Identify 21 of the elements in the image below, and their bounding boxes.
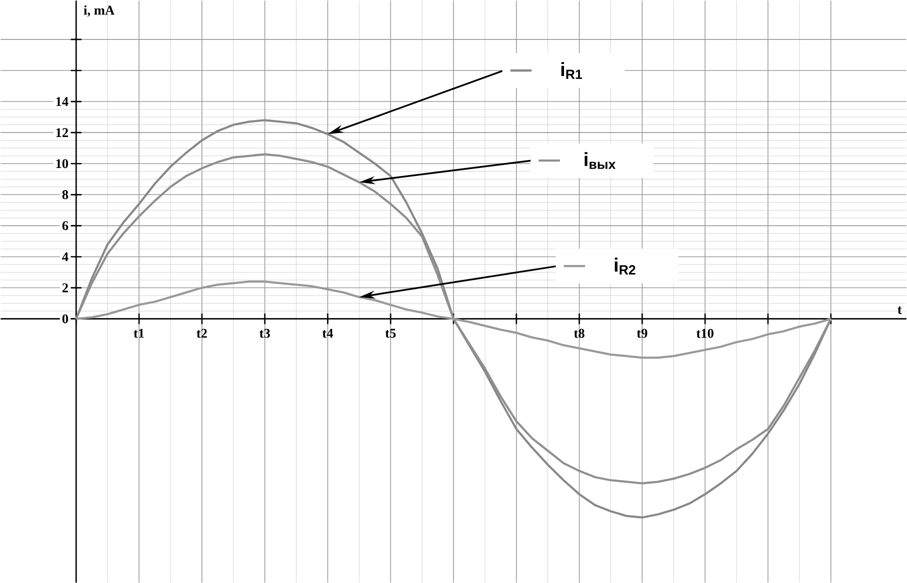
x-tick-label: t4 — [322, 328, 334, 338]
legend-label: i$_{R2}$ — [614, 258, 636, 274]
x-tick-label: t8 — [574, 328, 584, 338]
y-tick-label: 14 — [56, 96, 68, 106]
y-tick-label: 10 — [56, 158, 68, 168]
x-axis-title: t — [898, 306, 902, 314]
x-tick-label: t5 — [385, 328, 396, 338]
y-tick-label: 8 — [62, 190, 68, 199]
legend-label: i$_{R1}$ — [561, 62, 582, 79]
y-tick-label: 6 — [62, 221, 68, 230]
y-tick-label: 2 — [62, 283, 68, 292]
y-axis-title: i, mA — [84, 5, 115, 16]
x-tick-label: t9 — [636, 328, 648, 338]
y-tick-label: 4 — [62, 252, 68, 261]
x-tick-label: t10 — [696, 328, 714, 338]
x-tick-label: t2 — [196, 328, 207, 338]
x-tick-label: t1 — [134, 328, 144, 338]
x-tick-label: t3 — [259, 328, 270, 338]
y-tick-label: 0 — [62, 314, 68, 324]
y-tick-label: 12 — [56, 128, 68, 137]
legend-label: i$_{вых}$ — [584, 152, 616, 169]
